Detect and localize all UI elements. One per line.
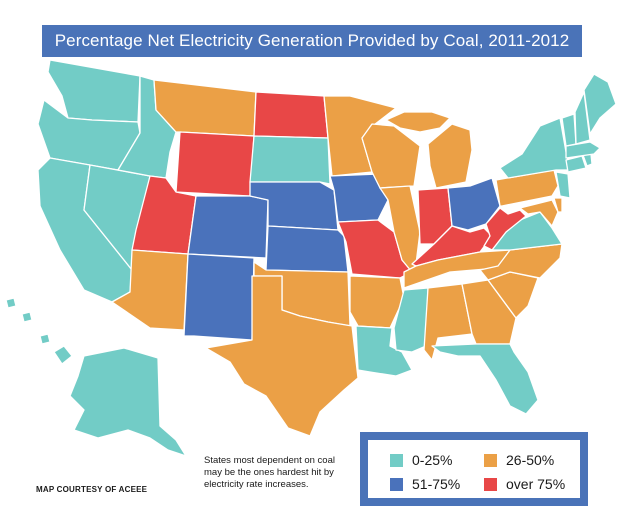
state-wi	[361, 123, 421, 189]
state-nj	[555, 171, 571, 199]
state-hi-maui	[39, 333, 51, 345]
legend-swatch-mid	[484, 453, 497, 467]
state-ak	[69, 347, 187, 457]
legend-label-high: 51-75%	[412, 476, 461, 492]
state-wy	[175, 131, 255, 197]
legend-label-very-high: over 75%	[506, 476, 566, 492]
state-nm	[183, 253, 255, 341]
map-note: States most dependent on coal may be the…	[204, 455, 335, 490]
state-de	[553, 197, 563, 213]
state-nh	[574, 91, 591, 145]
map-credit: MAP COURTESY OF ACEEE	[36, 485, 148, 494]
legend-item-very-high: over 75%	[484, 476, 565, 492]
state-me	[583, 73, 617, 135]
legend-item-high: 51-75%	[390, 476, 460, 492]
state-ma	[565, 141, 601, 159]
state-hi-kauai	[5, 297, 17, 309]
state-nd	[253, 91, 329, 139]
state-md	[519, 199, 559, 227]
map-title: Percentage Net Electricity Generation Pr…	[54, 31, 570, 50]
legend-swatch-high	[390, 477, 403, 491]
legend-swatch-very-high	[484, 477, 497, 491]
legend-item-mid: 26-50%	[484, 452, 554, 468]
legend-label-low: 0-25%	[412, 452, 453, 468]
state-sd	[249, 135, 331, 185]
state-mi-upper	[385, 111, 451, 133]
state-mi	[427, 123, 473, 189]
state-wv	[483, 207, 527, 251]
legend-label-mid: 26-50%	[506, 452, 555, 468]
map-title-bar: Percentage Net Electricity Generation Pr…	[42, 25, 582, 57]
legend-item-low: 0-25%	[390, 452, 452, 468]
state-la	[355, 325, 413, 377]
legend-swatch-low	[390, 453, 403, 467]
state-tx	[205, 275, 359, 437]
state-ny	[499, 117, 571, 179]
state-fl	[431, 343, 539, 415]
state-ks	[265, 225, 349, 273]
state-hi-big	[53, 345, 73, 365]
legend: 0-25% 26-50% 51-75% over 75%	[360, 432, 588, 506]
state-ct	[565, 155, 587, 173]
state-hi-oahu	[21, 311, 33, 323]
state-co	[187, 195, 269, 259]
